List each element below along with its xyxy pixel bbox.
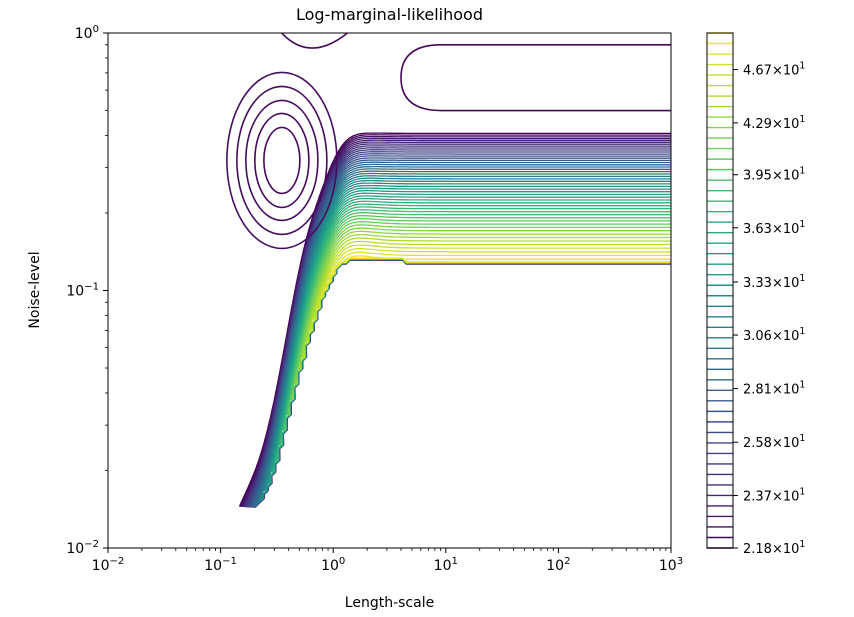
contour-level [288,224,671,416]
y-axis-label: Noise-level [27,251,43,328]
colorbar-tick-label: 4.29×101 [743,114,805,132]
x-tick-label: 10−2 [92,556,125,574]
colorbar-tick-label: 3.95×101 [743,166,805,184]
y-axis: 10−2 10−1 100 [66,24,108,557]
colorbar-tick-label: 4.67×101 [743,61,805,79]
contour-level [311,247,671,332]
maximum-contour [236,85,328,236]
colorbar-tick-label: 3.33×101 [743,273,805,291]
colorbar-tick-label: 2.58×101 [743,433,805,451]
y-tick-label: 10−1 [66,282,99,300]
colorbar-frame [706,32,734,549]
x-tick-label: 10−1 [204,556,237,574]
maximum-contour [245,99,319,222]
maximum-contour [263,126,301,195]
contour-level [288,221,671,416]
y-tick-label: 100 [75,24,99,42]
top-saddle-contour [280,33,349,49]
maximum-contour [254,112,310,209]
colorbar-tick-label: 2.18×101 [743,539,805,557]
colorbar-tick-label: 3.63×101 [743,219,805,237]
upper-right-contour [400,43,671,112]
x-tick-label: 103 [659,556,683,574]
x-tick-label: 100 [321,556,345,574]
contour-level [250,157,671,508]
colorbar-tick-label: 2.81×101 [743,380,805,398]
x-tick-label: 102 [546,556,570,574]
contour-level [329,255,671,282]
maximum-contour [226,71,338,250]
x-axis-label: Length-scale [345,595,434,611]
y-tick-label: 10−2 [66,539,99,557]
contour-level [299,233,671,370]
colorbar-tick-label: 2.37×101 [743,487,805,505]
contour-lines [226,33,671,508]
chart-title: Log-marginal-likelihood [296,5,483,24]
colorbar: 2.18×101 2.37×101 2.58×101 2.81×101 3.06×101… [706,32,805,557]
x-axis: 10−2 10−1 100 101 102 103 [92,548,683,574]
contour-level [295,230,671,385]
colorbar-tick-label: 3.06×101 [743,326,805,344]
x-tick-label: 101 [434,556,458,574]
